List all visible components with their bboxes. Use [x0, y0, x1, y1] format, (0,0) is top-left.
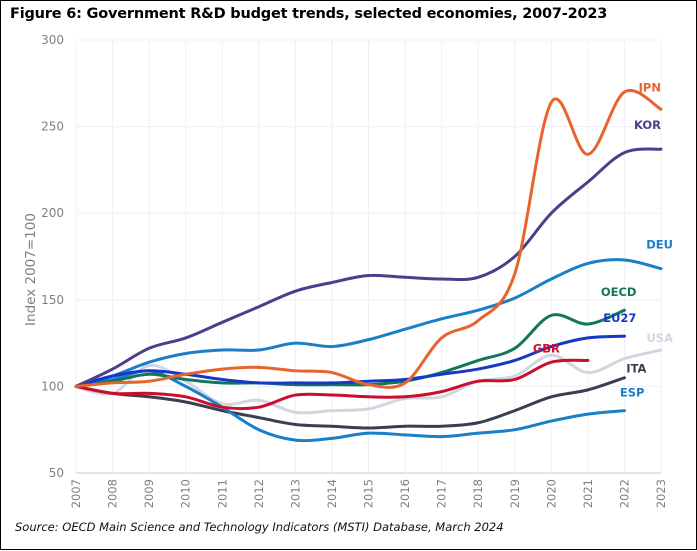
x-tick-label: 2016: [398, 479, 412, 508]
series-line-eu27: [74, 334, 626, 388]
x-tick-label: 2021: [581, 479, 595, 508]
x-tick-label: 2011: [215, 479, 229, 508]
x-tick-label: 2007: [69, 479, 83, 508]
series-label-deu: DEU: [646, 238, 673, 252]
series-label-gbr: GBR: [533, 341, 560, 355]
x-tick-label: 2010: [179, 479, 193, 508]
y-tick-label: 150: [41, 293, 64, 307]
x-tick-label: 2015: [362, 479, 376, 508]
x-tick-label: 2012: [252, 479, 266, 508]
series-label-oecd: OECD: [601, 285, 637, 299]
y-axis-label: Index 2007=100: [23, 213, 39, 326]
series-label-kor: KOR: [634, 118, 661, 132]
series-line-kor: [74, 147, 663, 388]
series-label-usa: USA: [646, 331, 673, 345]
series-label-ita: ITA: [626, 362, 646, 376]
y-tick-label: 50: [49, 466, 64, 480]
y-tick-label: 200: [41, 206, 64, 220]
series-label-esp: ESP: [620, 386, 645, 400]
series-line-oecd: [74, 308, 626, 388]
chart-title: Figure 6: Government R&D budget trends, …: [10, 6, 608, 22]
x-tick-label: 2018: [471, 479, 485, 508]
series-line-jpn: [74, 88, 663, 389]
series-line-deu: [74, 258, 663, 388]
x-tick-label: 2023: [654, 479, 668, 508]
series-label-jpn: JPN: [638, 80, 661, 94]
x-tick-label: 2008: [106, 479, 120, 508]
y-tick-label: 100: [41, 379, 64, 393]
series-label-eu27: EU27: [603, 311, 636, 325]
x-tick-label: 2014: [325, 479, 339, 508]
x-tick-label: 2017: [435, 479, 449, 508]
source-note: Source: OECD Main Science and Technology…: [15, 520, 504, 534]
y-tick-label: 250: [41, 120, 64, 134]
x-tick-label: 2020: [544, 479, 558, 508]
x-tick-label: 2019: [508, 479, 522, 508]
x-tick-label: 2009: [142, 479, 156, 508]
y-tick-label: 300: [41, 33, 64, 47]
series-line-gbr: [74, 358, 590, 411]
x-tick-label: 2013: [288, 479, 302, 508]
x-tick-label: 2022: [617, 479, 631, 508]
series-line-ita: [74, 376, 626, 430]
